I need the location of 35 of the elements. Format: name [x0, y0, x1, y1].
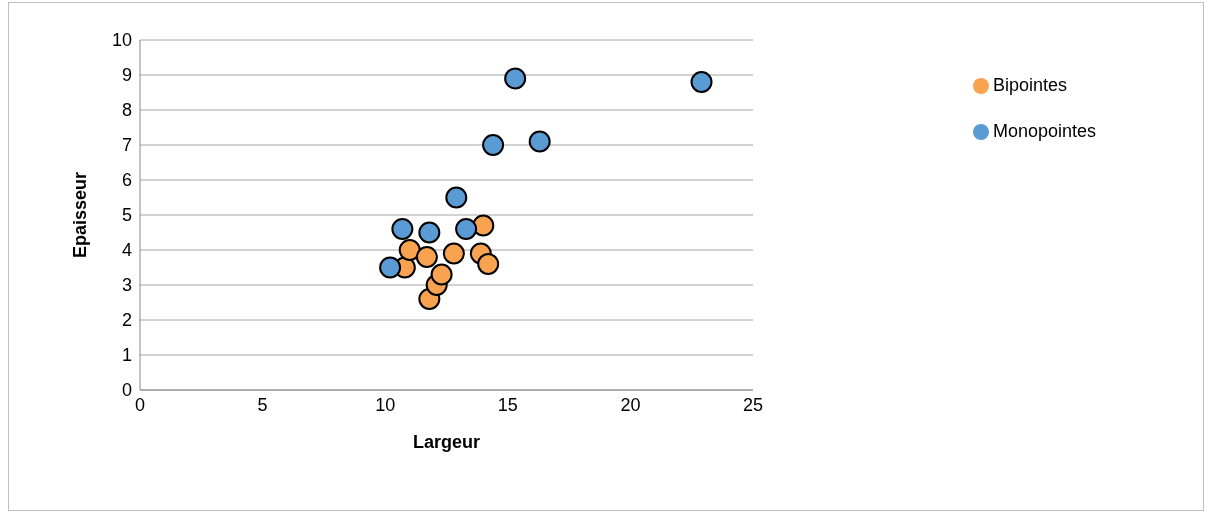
legend-label: Bipointes [993, 75, 1068, 95]
point [398, 239, 421, 261]
y-axis-title: Epaisseur [70, 171, 91, 259]
point [430, 263, 453, 286]
x-tick-label: 5 [257, 394, 268, 415]
y-tick-label: 6 [121, 170, 132, 191]
point [391, 218, 414, 240]
point [455, 218, 478, 240]
point [528, 130, 551, 153]
x-tick-label: 25 [742, 394, 764, 415]
x-tick-label: 10 [375, 394, 396, 415]
x-axis-title: Largeur [412, 432, 481, 452]
y-tick-label: 1 [121, 345, 132, 366]
y-tick-label: 7 [121, 135, 132, 156]
y-tick-label: 0 [121, 380, 132, 401]
point [442, 242, 465, 265]
y-tick-label: 8 [121, 100, 132, 121]
point [379, 256, 402, 279]
y-tick-label: 9 [121, 65, 132, 86]
y-tick-label: 10 [111, 30, 132, 51]
point [504, 67, 527, 90]
point [418, 221, 441, 244]
y-tick-label: 3 [121, 275, 132, 296]
y-tick-label: 5 [121, 205, 132, 226]
legend-label: Monopointes [993, 121, 1097, 141]
y-tick-label: 4 [121, 240, 132, 261]
point [482, 134, 505, 156]
point [690, 71, 713, 93]
point [445, 186, 468, 209]
point [415, 246, 438, 268]
point [477, 253, 500, 275]
x-tick-label: 20 [620, 394, 641, 415]
x-tick-label: 15 [497, 394, 518, 415]
y-tick-label: 2 [121, 310, 132, 331]
x-tick-label: 0 [134, 394, 146, 415]
